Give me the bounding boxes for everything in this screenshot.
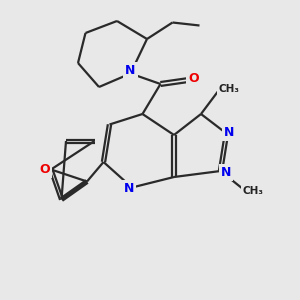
Text: CH₃: CH₃ (219, 83, 240, 94)
Text: N: N (224, 125, 235, 139)
Text: O: O (40, 163, 50, 176)
Text: CH₃: CH₃ (243, 185, 264, 196)
Text: N: N (221, 166, 231, 179)
Text: N: N (125, 64, 136, 77)
Text: N: N (124, 182, 134, 196)
Text: O: O (188, 71, 199, 85)
